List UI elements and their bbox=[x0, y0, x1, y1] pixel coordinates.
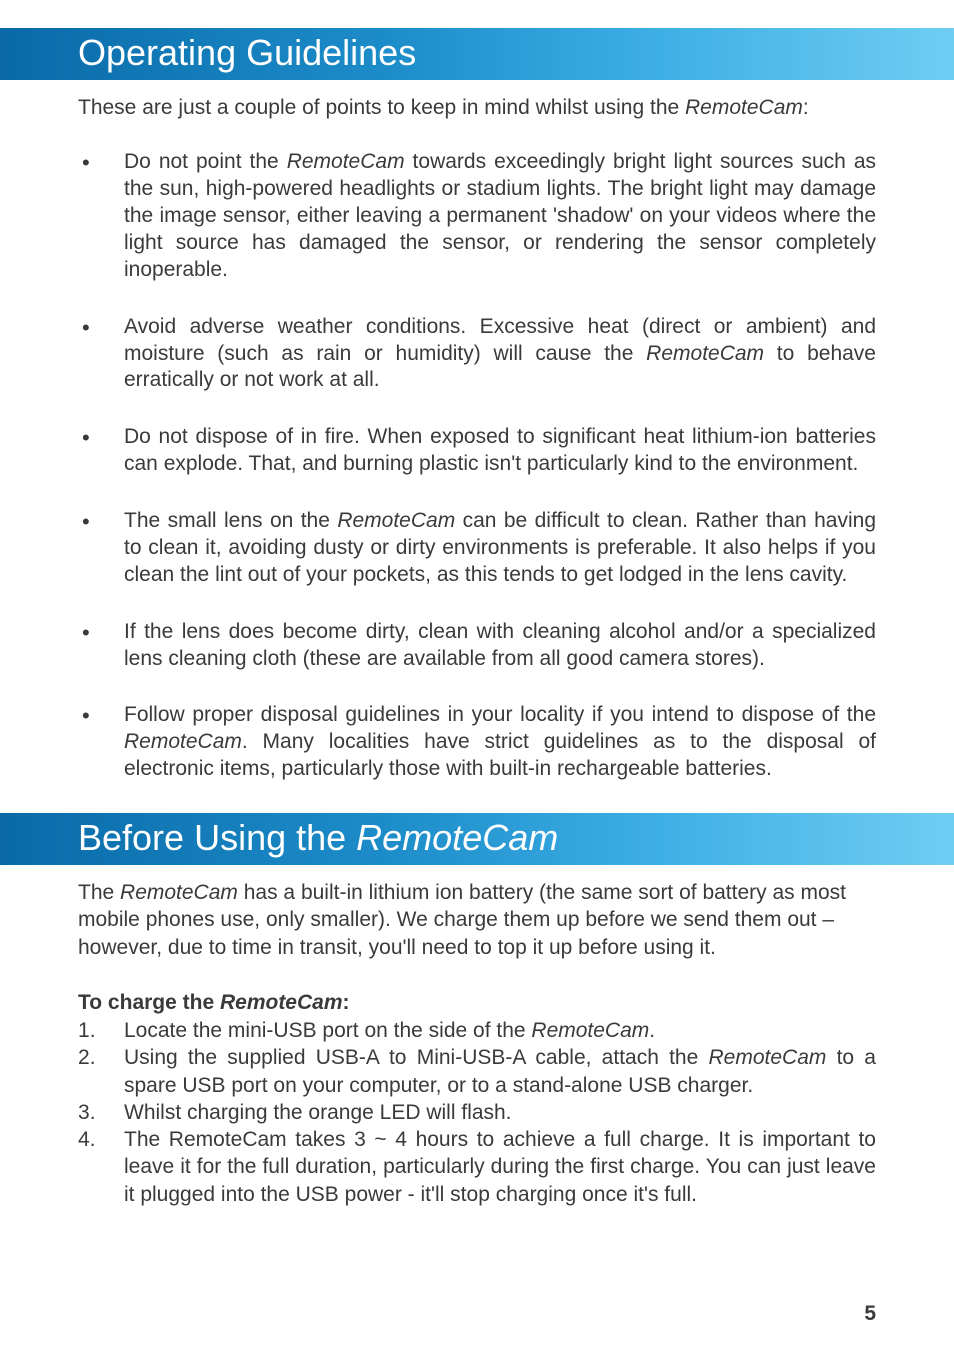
heading2-pre: Before Using the bbox=[78, 817, 356, 858]
charge-heading: To charge the RemoteCam: bbox=[78, 991, 876, 1015]
bullet-text-em: RemoteCam bbox=[287, 150, 405, 173]
bullet-text-em: RemoteCam bbox=[337, 509, 455, 532]
bullet-text-em: RemoteCam bbox=[646, 342, 764, 365]
page-number: 5 bbox=[864, 1302, 876, 1326]
step-text-post: . bbox=[649, 1019, 655, 1042]
charge-step: Whilst charging the orange LED will ﬂash… bbox=[78, 1099, 876, 1126]
bullet-text-pre: Do not point the bbox=[124, 150, 287, 173]
charge-heading-post: : bbox=[343, 991, 350, 1014]
guideline-item: The small lens on the RemoteCam can be d… bbox=[78, 508, 876, 589]
charge-heading-pre: To charge the bbox=[78, 991, 220, 1014]
guidelines-list: Do not point the RemoteCam towards excee… bbox=[78, 149, 876, 783]
guideline-item: Follow proper disposal guidelines in you… bbox=[78, 702, 876, 783]
intro-paragraph: These are just a couple of points to kee… bbox=[78, 94, 876, 121]
section-heading-before-using: Before Using the RemoteCam bbox=[0, 813, 954, 865]
body-pre: The bbox=[78, 881, 120, 904]
charge-steps: Locate the mini-USB port on the side of … bbox=[78, 1017, 876, 1208]
bullet-text-pre: Follow proper disposal guidelines in you… bbox=[124, 703, 876, 726]
bullet-text-em: RemoteCam bbox=[124, 730, 242, 753]
charge-step: Locate the mini-USB port on the side of … bbox=[78, 1017, 876, 1044]
intro-text-em: RemoteCam bbox=[685, 96, 803, 119]
guideline-item: If the lens does become dirty, clean wit… bbox=[78, 619, 876, 673]
charge-step: Using the supplied USB-A to Mini-USB-A c… bbox=[78, 1044, 876, 1099]
section-heading-operating: Operating Guidelines bbox=[0, 28, 954, 80]
charge-heading-em: RemoteCam bbox=[220, 991, 343, 1014]
section2-body: The RemoteCam has a built-in lithium ion… bbox=[78, 879, 876, 961]
step-text-pre: Locate the mini-USB port on the side of … bbox=[124, 1019, 531, 1042]
intro-text-pre: These are just a couple of points to kee… bbox=[78, 96, 685, 119]
bullet-text-pre: Do not dispose of in fire. When exposed … bbox=[124, 425, 876, 475]
step-text-pre: Using the supplied USB-A to Mini-USB-A c… bbox=[124, 1046, 709, 1069]
bullet-text-pre: If the lens does become dirty, clean wit… bbox=[124, 620, 876, 670]
step-text-pre: The RemoteCam takes 3 ~ 4 hours to achie… bbox=[124, 1128, 876, 1206]
charge-step: The RemoteCam takes 3 ~ 4 hours to achie… bbox=[78, 1126, 876, 1208]
body-em: RemoteCam bbox=[120, 881, 238, 904]
bullet-text-pre: The small lens on the bbox=[124, 509, 337, 532]
intro-text-post: : bbox=[803, 96, 809, 119]
guideline-item: Do not point the RemoteCam towards excee… bbox=[78, 149, 876, 283]
step-text-pre: Whilst charging the orange LED will ﬂash… bbox=[124, 1101, 512, 1124]
step-text-em: RemoteCam bbox=[531, 1019, 649, 1042]
step-text-em: RemoteCam bbox=[709, 1046, 827, 1069]
guideline-item: Do not dispose of in fire. When exposed … bbox=[78, 424, 876, 478]
heading2-em: RemoteCam bbox=[356, 817, 558, 858]
guideline-item: Avoid adverse weather conditions. Excess… bbox=[78, 314, 876, 395]
